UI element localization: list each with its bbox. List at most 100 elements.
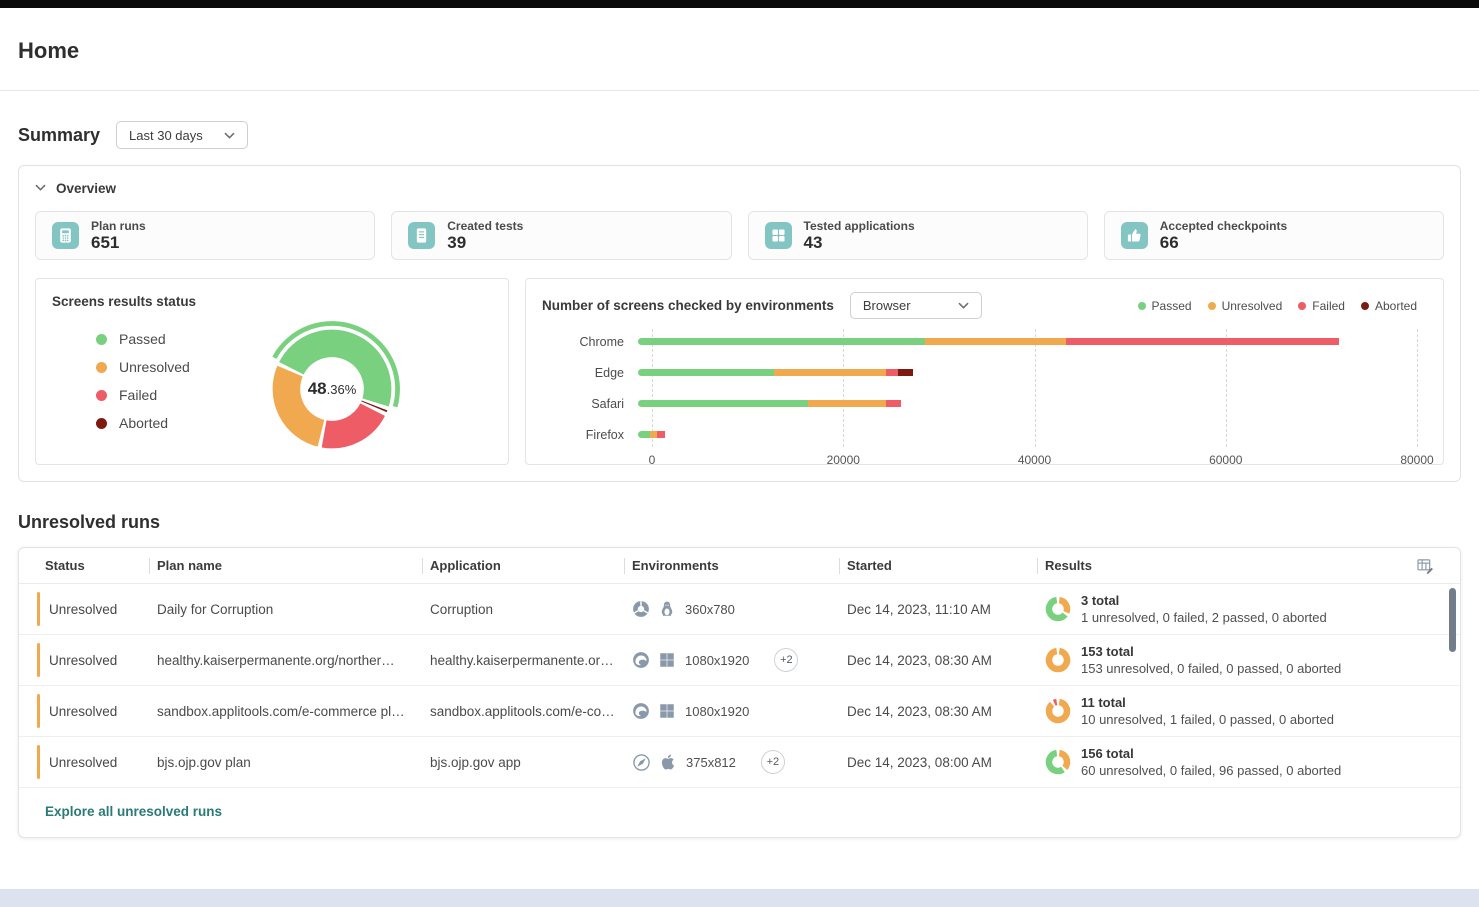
bar-segment-passed: [638, 431, 650, 438]
run-plan-name: sandbox.applitools.com/e-commerce pl…: [149, 704, 422, 719]
run-results-cell: 3 total 1 unresolved, 0 failed, 2 passed…: [1037, 592, 1404, 626]
legend-item: Failed: [96, 387, 190, 403]
legend-label: Passed: [119, 331, 166, 347]
stat-value: 43: [804, 233, 915, 252]
status-accent-bar: [37, 745, 40, 779]
chevron-down-icon: [958, 298, 969, 313]
stat-value: 66: [1160, 233, 1287, 252]
divider: [0, 90, 1479, 91]
stat-card: Tested applications 43: [748, 211, 1088, 260]
unresolved-runs-heading: Unresolved runs: [18, 512, 1461, 533]
legend-label: Aborted: [1375, 299, 1417, 313]
bar-segment-failed: [886, 369, 898, 376]
x-axis-tick-label: 60000: [1209, 453, 1242, 467]
stat-label: Tested applications: [804, 219, 915, 233]
stat-label: Accepted checkpoints: [1160, 219, 1287, 233]
legend-dot: [96, 390, 107, 401]
run-status-cell: Unresolved: [19, 694, 149, 728]
status-accent-bar: [37, 592, 40, 626]
table-scrollbar-thumb[interactable]: [1449, 588, 1456, 652]
document-icon: [408, 222, 435, 249]
bar-row: Firefox: [542, 428, 1417, 441]
bar-segment-failed: [886, 400, 901, 407]
run-viewport: 375x812: [686, 755, 736, 770]
x-axis: 020000400006000080000: [652, 453, 1417, 469]
thumbs-up-icon: [1121, 222, 1148, 249]
run-results-cell: 11 total 10 unresolved, 1 failed, 0 pass…: [1037, 694, 1404, 728]
collapse-chevron-icon[interactable]: [35, 179, 46, 197]
bar-segment-passed: [638, 338, 925, 345]
footer-strip: [0, 889, 1479, 907]
bar-segment-failed: [657, 431, 665, 438]
top-bar: [0, 0, 1479, 8]
bar-category-label: Chrome: [542, 335, 638, 349]
explore-all-link[interactable]: Explore all unresolved runs: [45, 804, 222, 819]
x-axis-tick-label: 40000: [1018, 453, 1051, 467]
grid-icon: [765, 222, 792, 249]
date-range-select[interactable]: Last 30 days: [116, 121, 248, 149]
x-axis-tick-label: 80000: [1400, 453, 1433, 467]
x-axis-tick-label: 20000: [827, 453, 860, 467]
overview-panel: Overview Plan runs 651 Created tests 39 …: [18, 165, 1461, 482]
date-range-value: Last 30 days: [129, 128, 203, 143]
run-status: Unresolved: [49, 704, 117, 719]
run-viewport: 1080x1920: [685, 704, 749, 719]
bar-segment-passed: [638, 400, 808, 407]
environments-chart-card: Number of screens checked by environment…: [525, 278, 1444, 465]
donut-segment-failed: [1054, 702, 1057, 703]
table-row[interactable]: Unresolved bjs.ojp.gov plan bjs.ojp.gov …: [19, 737, 1460, 788]
donut-segment-unresolved: [1059, 600, 1067, 612]
column-header-results: Results: [1037, 557, 1404, 575]
stat-label: Plan runs: [91, 219, 146, 233]
donut-segment-unresolved: [1059, 753, 1067, 768]
environment-type-select[interactable]: Browser: [850, 292, 982, 319]
stacked-bar: [638, 400, 1417, 407]
bar-segment-unresolved: [808, 400, 886, 407]
run-started: Dec 14, 2023, 08:30 AM: [839, 653, 1037, 668]
page-title: Home: [18, 38, 1461, 64]
run-results-cell: 153 total 153 unresolved, 0 failed, 0 pa…: [1037, 643, 1404, 677]
results-breakdown: 60 unresolved, 0 failed, 96 passed, 0 ab…: [1081, 762, 1341, 779]
legend-dot: [1138, 302, 1146, 310]
column-header-status: Status: [19, 557, 149, 575]
stacked-bar: [638, 431, 1417, 438]
legend-item: Aborted: [96, 415, 190, 431]
stat-value: 651: [91, 233, 146, 252]
table-row[interactable]: Unresolved sandbox.applitools.com/e-comm…: [19, 686, 1460, 737]
bar-chart-title: Number of screens checked by environment…: [542, 298, 834, 313]
run-viewport: 1080x1920: [685, 653, 749, 668]
more-environments-badge[interactable]: +2: [774, 648, 798, 672]
results-total: 11 total: [1081, 694, 1334, 711]
bar-segment-unresolved: [774, 369, 886, 376]
legend-label: Unresolved: [119, 359, 190, 375]
results-total: 3 total: [1081, 592, 1327, 609]
run-started: Dec 14, 2023, 08:00 AM: [839, 755, 1037, 770]
run-status-cell: Unresolved: [19, 643, 149, 677]
results-breakdown: 153 unresolved, 0 failed, 0 passed, 0 ab…: [1081, 660, 1341, 677]
more-environments-badge[interactable]: +2: [761, 750, 785, 774]
legend-dot: [1298, 302, 1306, 310]
run-started: Dec 14, 2023, 11:10 AM: [839, 602, 1037, 617]
table-settings-icon[interactable]: [1404, 557, 1460, 575]
results-breakdown: 10 unresolved, 1 failed, 0 passed, 0 abo…: [1081, 711, 1334, 728]
results-donut: [1045, 647, 1071, 673]
run-plan-name: Daily for Corruption: [149, 602, 422, 617]
chevron-down-icon: [224, 128, 235, 143]
run-status: Unresolved: [49, 755, 117, 770]
stacked-bar: [638, 369, 1417, 376]
legend-dot: [1361, 302, 1369, 310]
table-row[interactable]: Unresolved healthy.kaiserpermanente.org/…: [19, 635, 1460, 686]
summary-heading: Summary: [18, 125, 100, 146]
bar-category-label: Firefox: [542, 428, 638, 442]
edge-icon: [632, 651, 650, 669]
windows-icon: [658, 702, 676, 720]
table-row[interactable]: Unresolved Daily for Corruption Corrupti…: [19, 584, 1460, 635]
edge-icon: [632, 702, 650, 720]
bar-segment-failed: [1066, 338, 1339, 345]
legend-item: Unresolved: [96, 359, 190, 375]
x-axis-tick-label: 0: [649, 453, 656, 467]
stat-card: Created tests 39: [391, 211, 731, 260]
legend-label: Unresolved: [1222, 299, 1283, 313]
legend-item: Failed: [1298, 299, 1345, 313]
stacked-bar: [638, 338, 1417, 345]
